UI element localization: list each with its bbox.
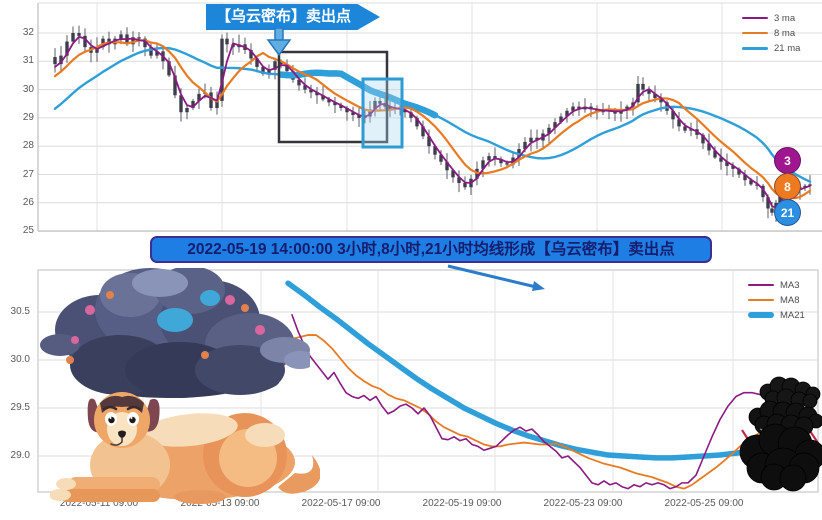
bottom-legend-item: MA21: [748, 309, 805, 321]
legend-line-swatch: [742, 46, 768, 50]
ma-badge-21: 21: [774, 199, 801, 226]
annotation-down-arrow-icon: [266, 28, 292, 56]
bottom-x-tick-label: 2022-05-23 09:00: [543, 498, 623, 509]
ma-badge-3: 3: [774, 147, 801, 174]
bottom-x-tick-label: 2022-05-25 09:00: [664, 498, 744, 509]
bottom-legend-item: MA3: [748, 279, 805, 291]
legend-line-swatch: [742, 17, 768, 19]
bottom-chart-legend: MA3 MA8 MA21: [748, 279, 805, 321]
top-chart-legend: 3 ma 8 ma 21 ma: [742, 12, 800, 54]
top-y-tick-label: 29: [22, 111, 34, 123]
top-y-tick-label: 32: [22, 27, 34, 38]
legend-line-swatch: [748, 312, 774, 318]
top-legend-item: 3 ma: [742, 12, 800, 24]
event-banner-text: 2022-05-19 14:00:00 3小时,8小时,21小时均线形成【乌云密…: [187, 241, 675, 258]
legend-label: MA3: [780, 279, 800, 291]
top-chart-canvas: [37, 2, 822, 232]
black-storm-clouds-illustration: [739, 376, 822, 492]
dark-cloud-annotation-label: 【乌云密布】卖出点: [216, 8, 352, 25]
top-y-tick-label: 25: [22, 225, 34, 237]
legend-line-swatch: [748, 284, 774, 286]
legend-line-swatch: [742, 32, 768, 34]
legend-line-swatch: [748, 299, 774, 301]
worried-dog-illustration: [50, 392, 320, 504]
bottom-y-tick-label: 29.5: [10, 402, 30, 413]
top-y-tick-label: 26: [22, 196, 34, 208]
bottom-x-tick-label: 2022-05-17 09:00: [301, 498, 381, 509]
bottom-y-tick-label: 29.0: [10, 450, 30, 461]
bottom-y-tick-label: 30.0: [10, 354, 30, 365]
dark-cloud-annotation-flag: 【乌云密布】卖出点: [206, 4, 380, 30]
bottom-x-tick-label: 2022-05-19 09:00: [422, 498, 502, 509]
top-y-tick-label: 27: [22, 168, 34, 180]
banner-pointer-arrow-icon: [447, 264, 545, 291]
event-banner: 2022-05-19 14:00:00 3小时,8小时,21小时均线形成【乌云密…: [150, 236, 712, 263]
ma-badge-8: 8: [774, 173, 801, 200]
legend-label: 21 ma: [774, 42, 801, 54]
bottom-legend-item: MA8: [748, 294, 805, 306]
top-y-tick-label: 31: [22, 55, 34, 67]
bottom-chart-canvas: [37, 264, 822, 493]
legend-label: 8 ma: [774, 27, 796, 39]
top-y-tick-label: 28: [22, 140, 34, 152]
top-legend-item: 21 ma: [742, 42, 800, 54]
top-legend-item: 8 ma: [742, 27, 800, 39]
legend-label: MA8: [780, 294, 800, 306]
legend-label: MA21: [780, 309, 805, 321]
bottom-y-tick-label: 30.5: [10, 306, 30, 317]
top-y-tick-label: 30: [22, 83, 34, 95]
legend-label: 3 ma: [774, 12, 796, 24]
bottom-x-tick-label: 2022-05-11 09:00: [59, 498, 139, 509]
storm-cloud-illustration: [40, 268, 310, 398]
bottom-x-tick-label: 2022-05-13 09:00: [180, 498, 260, 509]
